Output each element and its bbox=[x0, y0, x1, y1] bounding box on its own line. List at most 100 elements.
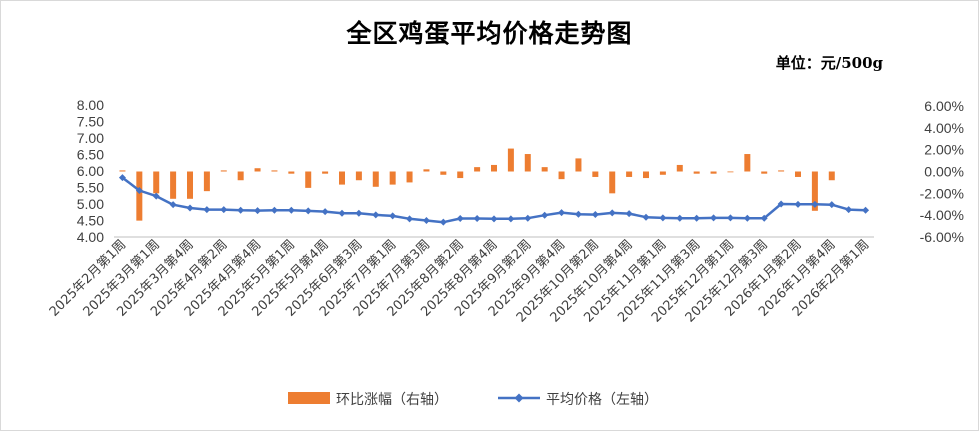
price-point bbox=[794, 200, 802, 208]
price-point bbox=[676, 214, 684, 222]
right-axis-tick-label: -4.00% bbox=[920, 207, 964, 223]
bar-mark bbox=[727, 171, 734, 173]
bar-mark bbox=[339, 171, 345, 185]
bar-mark bbox=[136, 171, 143, 221]
bar-mark bbox=[237, 171, 244, 181]
bar-mark bbox=[643, 171, 649, 179]
left-axis-tick-label: 5.00 bbox=[77, 196, 104, 212]
bar-mark bbox=[288, 171, 295, 174]
price-point bbox=[862, 206, 870, 214]
price-point bbox=[608, 209, 616, 217]
price-point bbox=[726, 214, 734, 222]
bar-mark bbox=[187, 171, 193, 199]
bar-mark bbox=[828, 171, 835, 181]
bar-mark bbox=[474, 167, 481, 172]
price-point bbox=[439, 218, 447, 226]
price-point bbox=[254, 207, 262, 215]
bar-mark bbox=[811, 171, 818, 211]
bar-mark bbox=[491, 164, 497, 172]
bar-mark bbox=[693, 171, 700, 174]
price-point bbox=[524, 214, 532, 222]
price-point bbox=[287, 206, 295, 214]
bar-mark bbox=[676, 164, 683, 172]
price-point bbox=[642, 213, 650, 221]
bar-mark bbox=[761, 171, 768, 174]
price-point bbox=[169, 201, 177, 209]
right-axis-tick-label: -2.00% bbox=[920, 185, 964, 201]
price-point bbox=[558, 209, 566, 217]
bar-mark bbox=[457, 171, 464, 179]
bar-mark bbox=[423, 169, 430, 172]
bar-mark bbox=[524, 154, 531, 172]
legend-bar-label: 环比涨幅（右轴） bbox=[336, 392, 448, 408]
bar-mark bbox=[592, 171, 599, 177]
bar-mark bbox=[153, 171, 160, 194]
price-point bbox=[591, 211, 599, 219]
bar-mark bbox=[119, 170, 126, 172]
left-axis-tick-label: 8.00 bbox=[77, 97, 104, 113]
left-axis-tick-label: 7.50 bbox=[77, 114, 104, 130]
left-axis-tick-label: 5.50 bbox=[77, 180, 104, 196]
bar-mark bbox=[659, 171, 666, 175]
legend-line-label: 平均价格（左轴） bbox=[546, 392, 658, 408]
price-point bbox=[372, 211, 380, 219]
left-axis-tick-label: 4.50 bbox=[77, 213, 104, 229]
bar-mark bbox=[744, 154, 751, 172]
bar-mark bbox=[795, 171, 801, 177]
price-point bbox=[389, 212, 397, 220]
bar-mark bbox=[541, 167, 548, 172]
bar-mark bbox=[322, 171, 329, 174]
bar-mark bbox=[305, 171, 312, 188]
price-point bbox=[541, 211, 549, 219]
price-point bbox=[118, 174, 126, 182]
price-point bbox=[760, 214, 768, 222]
left-axis-tick-label: 7.00 bbox=[77, 130, 104, 146]
price-point bbox=[811, 200, 819, 208]
price-point bbox=[743, 214, 751, 222]
price-point bbox=[710, 214, 718, 222]
right-axis-tick-label: 6.00% bbox=[924, 98, 964, 114]
price-point bbox=[237, 206, 245, 214]
left-axis-tick-label: 6.50 bbox=[77, 147, 104, 163]
bar-mark bbox=[609, 171, 616, 194]
legend-bar-swatch bbox=[288, 392, 330, 404]
price-point bbox=[152, 192, 160, 200]
price-point bbox=[406, 215, 414, 223]
bar-mark bbox=[710, 171, 717, 174]
right-axis-tick-label: 4.00% bbox=[924, 120, 964, 136]
price-point bbox=[203, 206, 211, 214]
price-point bbox=[186, 204, 194, 212]
price-point bbox=[845, 206, 853, 214]
price-point bbox=[321, 208, 329, 216]
price-point bbox=[574, 210, 582, 218]
price-point bbox=[777, 200, 785, 208]
bar-mark bbox=[271, 170, 278, 172]
price-point bbox=[355, 209, 363, 217]
bar-mark bbox=[355, 171, 362, 181]
price-point bbox=[135, 186, 143, 194]
left-axis-tick-label: 6.00 bbox=[77, 163, 104, 179]
bar-mark bbox=[220, 170, 227, 172]
bar-mark bbox=[507, 148, 514, 172]
price-point bbox=[828, 201, 836, 209]
price-point bbox=[338, 209, 346, 217]
chart-title: 全区鸡蛋平均价格走势图 bbox=[346, 19, 633, 48]
price-point bbox=[456, 215, 464, 223]
price-point bbox=[659, 214, 667, 222]
left-axis-tick-label: 4.00 bbox=[77, 229, 104, 245]
bar-mark bbox=[170, 171, 177, 199]
bar-mark bbox=[254, 168, 261, 172]
price-point bbox=[220, 206, 228, 214]
bar-mark bbox=[440, 171, 447, 175]
bar-mark bbox=[389, 171, 396, 185]
right-axis-tick-label: 0.00% bbox=[924, 164, 964, 180]
bar-mark bbox=[203, 171, 210, 192]
price-point bbox=[490, 215, 498, 223]
legend-line-marker bbox=[514, 393, 524, 403]
price-point bbox=[270, 206, 278, 214]
price-point bbox=[473, 215, 481, 223]
bar-mark bbox=[778, 170, 785, 172]
bar-mark bbox=[575, 158, 582, 172]
price-point bbox=[507, 215, 515, 223]
